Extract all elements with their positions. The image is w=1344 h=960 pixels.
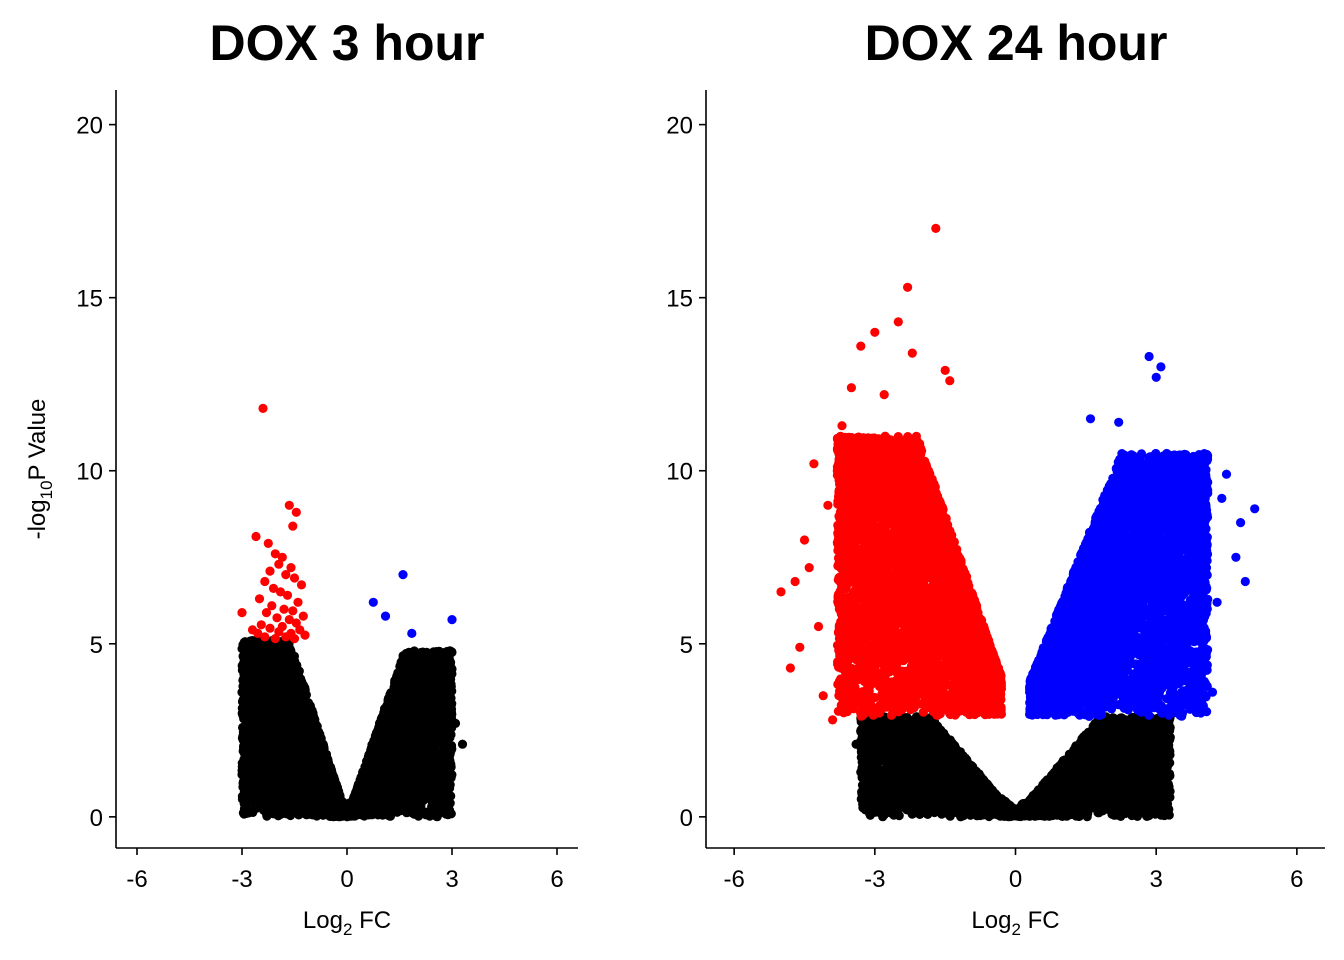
ns-point <box>261 702 270 711</box>
ns-point <box>275 674 284 683</box>
ns-point <box>276 740 285 749</box>
ns-point <box>285 694 294 703</box>
ns-point <box>323 760 332 769</box>
ns-point <box>309 720 318 729</box>
ns-point <box>238 793 247 802</box>
ns-point <box>301 686 310 695</box>
chart-title: DOX 3 hour <box>209 15 484 71</box>
ns-point <box>242 809 251 818</box>
ns-point <box>271 686 280 695</box>
ns-point <box>266 742 275 751</box>
ns-point <box>286 656 295 665</box>
ns-point <box>278 753 287 762</box>
ns-point <box>244 715 253 724</box>
ns-point <box>267 665 276 674</box>
ns-point <box>239 772 248 781</box>
ns-point <box>248 706 257 715</box>
ns-point <box>303 743 312 752</box>
ns-point <box>290 670 299 679</box>
ns-point <box>244 759 253 768</box>
ns-point <box>252 749 261 758</box>
ns-point <box>283 647 292 656</box>
ns-point <box>298 715 307 724</box>
ns-point <box>245 682 254 691</box>
ns-point <box>240 638 249 647</box>
ns-point <box>319 743 328 752</box>
ns-point <box>266 774 275 783</box>
ns-point <box>296 704 305 713</box>
ns-point <box>247 672 256 681</box>
ns-point <box>276 768 285 777</box>
ns-point <box>275 713 284 722</box>
ns-point <box>254 715 263 724</box>
ns-point <box>253 644 262 653</box>
ns-point <box>257 758 266 767</box>
ns-point <box>250 767 259 776</box>
data-points <box>237 404 467 822</box>
ns-point <box>257 663 266 672</box>
ns-point <box>273 644 282 653</box>
ns-point <box>245 732 254 741</box>
ns-point <box>286 715 295 724</box>
ns-point <box>269 723 278 732</box>
ns-point <box>264 787 273 796</box>
ns-point <box>272 808 281 817</box>
ns-point <box>264 643 273 652</box>
ns-point <box>315 733 324 742</box>
ns-point <box>251 693 260 702</box>
ns-point <box>274 700 283 709</box>
ns-point <box>261 686 270 695</box>
ns-point <box>254 801 263 810</box>
ns-point <box>241 783 250 792</box>
